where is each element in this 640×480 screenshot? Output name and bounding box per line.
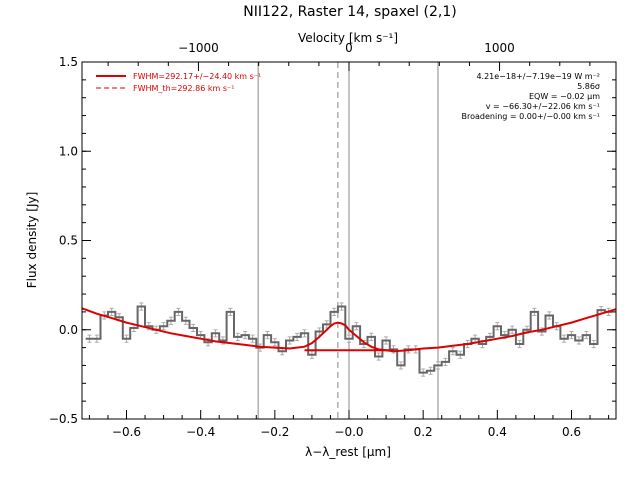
y-tick-label: 1.0	[59, 144, 78, 158]
data-series	[81, 305, 617, 374]
legend: FWHM=292.17+/−24.40 km s⁻¹ FWHM_th=292.86…	[96, 72, 261, 93]
plot-frame	[81, 61, 617, 420]
annotation-line: v = −66.30+/−22.06 km s⁻¹	[486, 102, 600, 111]
y-axis-label: Flux density [Jy]	[25, 192, 39, 289]
annotation-line: EQW = −0.02 μm	[529, 92, 600, 101]
x-tick-label: −0.0	[334, 425, 363, 439]
y-tick-label: 0.5	[59, 234, 78, 248]
x-tick-label: −0.6	[112, 425, 141, 439]
legend-label: FWHM=292.17+/−24.40 km s⁻¹	[133, 72, 261, 81]
chart-title: NII122, Raster 14, spaxel (2,1)	[243, 4, 456, 20]
x-axis-label: λ−λ_rest [μm]	[305, 445, 391, 459]
x-tick-label: −0.2	[260, 425, 289, 439]
x-tick-label: −0.4	[186, 425, 215, 439]
top-tick-label: 1000	[484, 41, 515, 55]
fit-line	[81, 307, 617, 353]
x-tick-label: 0.4	[488, 425, 507, 439]
annotation-line: Broadening = 0.00+/−0.00 km s⁻¹	[462, 112, 600, 121]
top-axis-label: Velocity [km s⁻¹]	[298, 31, 398, 45]
y-tick-label: 1.5	[59, 55, 78, 69]
reference-lines	[257, 62, 439, 419]
x-tick-label: 0.2	[414, 425, 433, 439]
annotation-line: 5.86σ	[577, 82, 600, 91]
legend-label: FWHM_th=292.86 km s⁻¹	[133, 84, 234, 93]
y-tick-label: −0.5	[49, 412, 78, 426]
top-tick-label: 0	[345, 41, 353, 55]
observed-spectrum-step	[85, 305, 613, 374]
y-tick-label: 0.0	[59, 323, 78, 337]
x-tick-label: 0.6	[562, 425, 581, 439]
top-tick-label: −1000	[178, 41, 219, 55]
annotation-line: 4.21e−18+/−7.19e−19 W m⁻²	[476, 72, 600, 81]
